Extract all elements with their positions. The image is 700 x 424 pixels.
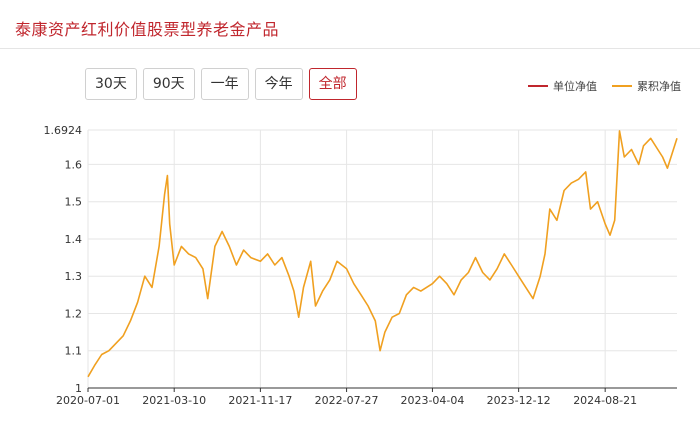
y-tick-label: 1.6	[65, 158, 83, 171]
y-tick-label: 1.6924	[44, 124, 83, 137]
period-tabs: 30天 90天 一年 今年 全部	[85, 68, 357, 100]
x-tick-label: 2024-08-21	[573, 394, 637, 407]
x-tick-label: 2021-03-10	[142, 394, 206, 407]
tab-30-days[interactable]: 30天	[85, 68, 137, 100]
page-title: 泰康资产红利价值股票型养老金产品	[15, 20, 280, 39]
x-tick-label: 2022-07-27	[315, 394, 379, 407]
x-tick-label: 2020-07-01	[56, 394, 120, 407]
tab-all[interactable]: 全部	[308, 68, 357, 100]
tab-one-year[interactable]: 一年	[200, 68, 249, 100]
axis-layer: 1 1.1 1.2 1.3 1.4 1.5 1.6 1.6924 2020-07-01 2021-…	[44, 124, 677, 407]
tab-90-days[interactable]: 90天	[142, 68, 195, 100]
y-tick-label: 1	[75, 382, 82, 395]
y-tick-label: 1.1	[65, 345, 83, 358]
x-tick-label: 2023-12-12	[487, 394, 551, 407]
y-tick-label: 1.5	[65, 196, 83, 209]
x-tick-label: 2021-11-17	[228, 394, 292, 407]
y-tick-label: 1.4	[65, 233, 83, 246]
series-layer	[87, 130, 678, 378]
series-line-cumulative-nav[interactable]	[87, 130, 678, 378]
header-divider	[0, 48, 700, 49]
y-tick-label: 1.3	[65, 270, 83, 283]
tab-this-year[interactable]: 今年	[254, 68, 303, 100]
legend-unit-nav-label[interactable]: 单位净值	[553, 79, 597, 93]
x-tick-label: 2023-04-04	[400, 394, 464, 407]
chart-legend: 单位净值 累积净值	[528, 79, 681, 93]
legend-cumulative-nav-label[interactable]: 累积净值	[637, 79, 681, 93]
y-tick-label: 1.2	[65, 307, 83, 320]
